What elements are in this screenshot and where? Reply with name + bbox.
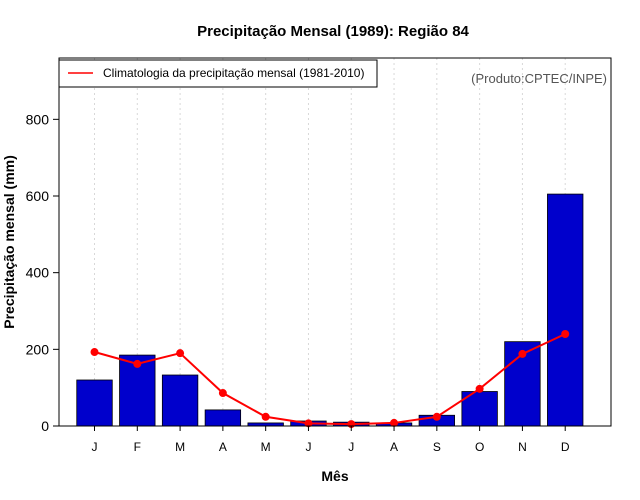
x-tick-label: J bbox=[348, 440, 354, 454]
climatology-point-2 bbox=[133, 359, 142, 368]
legend: Climatologia da precipitação mensal (198… bbox=[58, 59, 378, 88]
x-tick-label: J bbox=[305, 440, 311, 454]
legend-box bbox=[58, 59, 378, 88]
climatology-point-10 bbox=[475, 384, 484, 393]
bar-3 bbox=[161, 374, 199, 427]
y-axis-label: Precipitação mensal (mm) bbox=[1, 155, 17, 329]
y-tick-label: 0 bbox=[41, 418, 49, 434]
legend-label: Climatologia da precipitação mensal (198… bbox=[103, 66, 364, 80]
y-tick-label: 200 bbox=[26, 341, 50, 357]
climatology-point-1 bbox=[90, 348, 99, 357]
y-tick-label: 400 bbox=[26, 265, 50, 281]
x-tick-label: M bbox=[175, 440, 185, 454]
climatology-line-group bbox=[90, 330, 570, 429]
x-axis-label: Mês bbox=[321, 468, 348, 484]
climatology-point-5 bbox=[261, 412, 270, 421]
x-tick-label: J bbox=[92, 440, 98, 454]
climatology-point-11 bbox=[518, 349, 527, 358]
climatology-point-12 bbox=[561, 330, 570, 338]
y-tick-label: 600 bbox=[26, 188, 50, 204]
bar-4 bbox=[204, 409, 242, 427]
climatology-point-9 bbox=[432, 412, 441, 421]
climatology-point-6 bbox=[304, 419, 313, 428]
x-tick-label: O bbox=[475, 440, 484, 454]
climatology-point-4 bbox=[218, 389, 227, 398]
bar-1 bbox=[76, 379, 113, 427]
chart-title: Precipitação Mensal (1989): Região 84 bbox=[197, 23, 469, 40]
x-tick-label: A bbox=[390, 440, 398, 454]
climatology-line bbox=[94, 333, 566, 426]
climatology-point-8 bbox=[390, 418, 399, 427]
x-tick-label: N bbox=[518, 440, 527, 454]
x-tick-label: A bbox=[219, 440, 227, 454]
x-tick-label: S bbox=[433, 440, 441, 454]
x-tick-label: F bbox=[134, 440, 141, 454]
bar-12 bbox=[547, 193, 584, 427]
y-tick-label: 800 bbox=[26, 111, 50, 127]
x-tick-label: D bbox=[561, 440, 570, 454]
y-axis: 0 200 400 600 800 bbox=[26, 111, 59, 434]
plot-frame bbox=[58, 57, 612, 427]
x-tick-label: M bbox=[261, 440, 271, 454]
credit-text: (Produto:CPTEC/INPE) bbox=[471, 71, 607, 86]
climatology-point-3 bbox=[176, 349, 185, 358]
